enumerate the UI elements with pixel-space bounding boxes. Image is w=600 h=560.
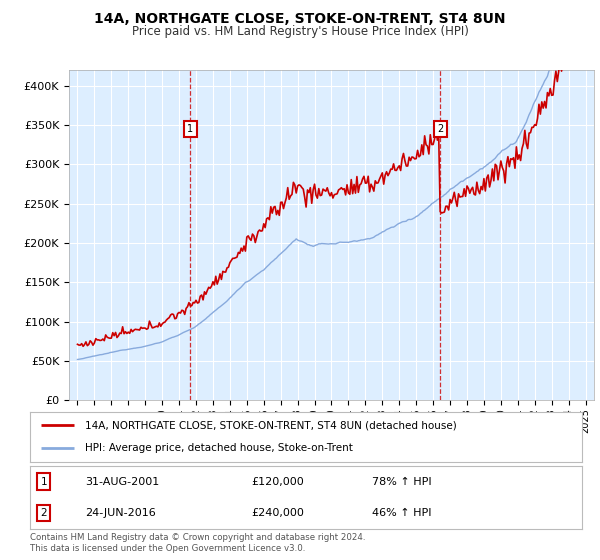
Text: Contains HM Land Registry data © Crown copyright and database right 2024.
This d: Contains HM Land Registry data © Crown c… (30, 533, 365, 553)
Text: 14A, NORTHGATE CLOSE, STOKE-ON-TRENT, ST4 8UN: 14A, NORTHGATE CLOSE, STOKE-ON-TRENT, ST… (94, 12, 506, 26)
Text: £240,000: £240,000 (251, 508, 304, 518)
Text: 24-JUN-2016: 24-JUN-2016 (85, 508, 156, 518)
Text: 1: 1 (187, 124, 193, 134)
Text: 31-AUG-2001: 31-AUG-2001 (85, 477, 160, 487)
Text: 1: 1 (40, 477, 47, 487)
Text: HPI: Average price, detached house, Stoke-on-Trent: HPI: Average price, detached house, Stok… (85, 444, 353, 454)
Text: Price paid vs. HM Land Registry's House Price Index (HPI): Price paid vs. HM Land Registry's House … (131, 25, 469, 38)
Text: 2: 2 (437, 124, 443, 134)
Text: 78% ↑ HPI: 78% ↑ HPI (372, 477, 432, 487)
Text: £120,000: £120,000 (251, 477, 304, 487)
Text: 2: 2 (40, 508, 47, 518)
Text: 14A, NORTHGATE CLOSE, STOKE-ON-TRENT, ST4 8UN (detached house): 14A, NORTHGATE CLOSE, STOKE-ON-TRENT, ST… (85, 420, 457, 430)
Text: 46% ↑ HPI: 46% ↑ HPI (372, 508, 432, 518)
